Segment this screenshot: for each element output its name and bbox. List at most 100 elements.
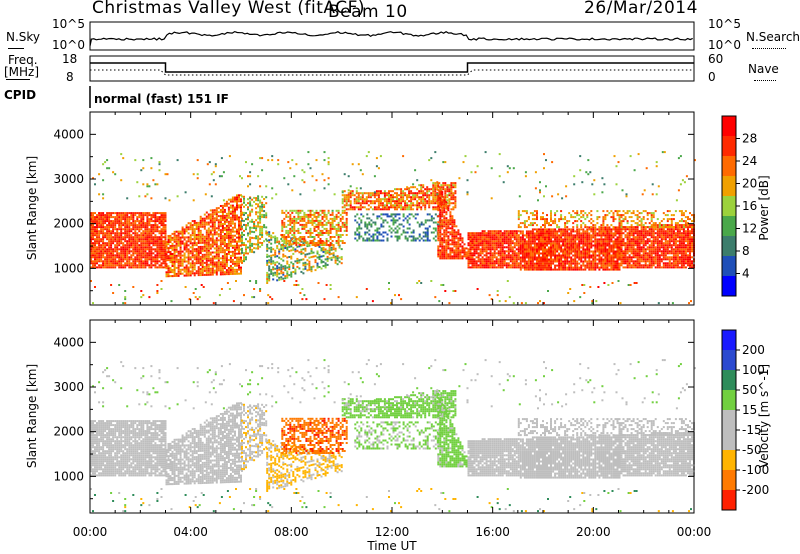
power-cell (116, 230, 119, 233)
power-cell (542, 236, 544, 239)
power-cell (138, 258, 141, 261)
power-cell (227, 228, 230, 231)
power-cell (319, 232, 322, 234)
power-cell (211, 243, 214, 246)
power-cell (536, 228, 538, 231)
power-cell (126, 250, 129, 253)
power-cell (481, 240, 484, 243)
power-cell (521, 258, 524, 261)
power-cell (160, 266, 163, 269)
power-cell (371, 192, 374, 195)
power-cell (173, 248, 176, 251)
power-cell (211, 271, 214, 274)
power-cell (185, 266, 188, 269)
power-cell (236, 216, 238, 219)
power-cell (211, 225, 214, 228)
power-cell (126, 228, 129, 231)
power-cell (430, 194, 433, 197)
power-cell (410, 192, 413, 195)
power-cell (136, 250, 139, 253)
power-cell (205, 245, 208, 248)
power-cell (195, 242, 198, 245)
power-cell (276, 247, 279, 250)
power-cell (576, 230, 579, 233)
power-cell (195, 258, 198, 261)
power-cell (576, 232, 579, 235)
power-cell (455, 233, 458, 236)
power-cell (263, 210, 266, 213)
power-cell (259, 205, 262, 208)
power-cell (268, 265, 271, 268)
power-cell (261, 209, 264, 212)
power-cell (359, 208, 362, 211)
power-cell (305, 215, 308, 218)
freq-tick-bottom: 8 (66, 70, 74, 84)
power-cell (100, 218, 103, 221)
power-cell (199, 219, 202, 222)
power-cell (596, 264, 599, 267)
nsky-panel-frame (89, 21, 695, 51)
power-cell (590, 234, 593, 237)
power-cell (201, 235, 204, 238)
power-cell (293, 221, 296, 224)
power-cell (90, 212, 92, 215)
power-cell (552, 252, 555, 255)
power-cell (185, 268, 188, 271)
power-cell (112, 248, 115, 251)
power-cell (227, 242, 230, 245)
power-cell (167, 265, 170, 268)
power-cell (420, 196, 423, 199)
power-cell (142, 220, 145, 223)
power-cell (544, 262, 546, 265)
nave-tick-top: 60 (708, 52, 724, 66)
power-cell (225, 218, 228, 221)
power-cell (445, 203, 448, 206)
power-cell (586, 254, 589, 257)
power-cell (257, 195, 260, 198)
power-cell (229, 216, 232, 219)
power-cell (408, 235, 411, 238)
power-cell (596, 254, 599, 257)
power-cell (360, 227, 363, 230)
power-cell (580, 246, 583, 249)
power-cell (584, 240, 587, 243)
power-cell (519, 262, 522, 265)
power-cell (371, 208, 374, 211)
power-cell (240, 198, 242, 201)
power-cell (238, 194, 240, 197)
power-cell (542, 232, 544, 235)
power-cell (281, 240, 284, 242)
power-cell (536, 258, 538, 261)
power-cell (203, 245, 206, 248)
power-cell (463, 249, 466, 252)
power-cell (443, 229, 446, 232)
power-cell (187, 262, 190, 265)
power-cell (449, 213, 452, 216)
power-cell (592, 236, 595, 239)
power-cell (491, 240, 494, 243)
power-cell (501, 232, 504, 235)
power-cell (211, 245, 214, 248)
power-cell (568, 240, 571, 243)
power-cell (556, 242, 559, 245)
power-cell (104, 228, 107, 231)
power-cell (283, 225, 286, 228)
power-cell (98, 238, 101, 241)
power-cell (160, 254, 163, 257)
power-cell (142, 244, 145, 247)
power-cell (238, 196, 240, 199)
power-cell (118, 252, 121, 255)
power-cell (167, 235, 170, 237)
power-cell (505, 250, 508, 253)
power-cell (396, 188, 398, 191)
power-cell (158, 256, 161, 259)
power-cell (154, 242, 157, 245)
power-cell (205, 253, 208, 256)
power-cell (554, 236, 557, 239)
power-cell (455, 235, 458, 238)
power-cell (536, 266, 538, 269)
power-cell (408, 192, 411, 195)
power-cell (241, 261, 243, 264)
power-cell (437, 205, 440, 208)
power-cell (592, 234, 595, 237)
